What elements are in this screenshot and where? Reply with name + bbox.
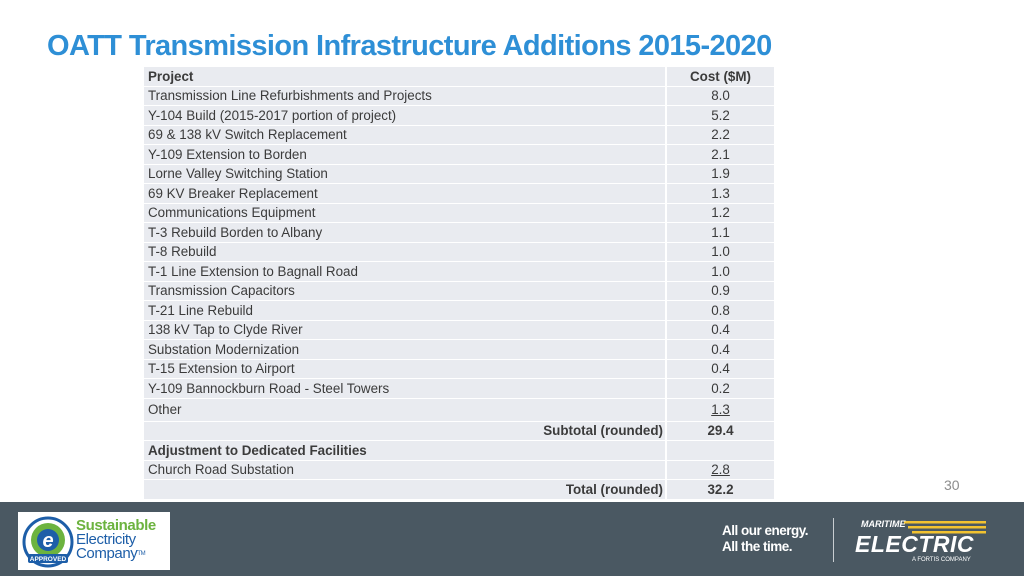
- footer-divider: [833, 518, 834, 562]
- table-row: Y-109 Bannockburn Road - Steel Towers 0.2: [144, 379, 774, 399]
- project-cell: Lorne Valley Switching Station: [144, 164, 665, 184]
- project-cell: T-3 Rebuild Borden to Albany: [144, 223, 665, 243]
- cost-cell: 1.0: [665, 242, 774, 262]
- project-cell: T-15 Extension to Airport: [144, 359, 665, 379]
- cost-cell: 1.2: [665, 203, 774, 223]
- project-cell: Y-109 Bannockburn Road - Steel Towers: [144, 379, 665, 399]
- approved-seal-icon: e APPROVED: [22, 516, 74, 568]
- table-row: 69 KV Breaker Replacement 1.3: [144, 184, 774, 204]
- cost-cell: 0.4: [665, 320, 774, 340]
- adjustment-header-row: Adjustment to Dedicated Facilities: [144, 441, 774, 461]
- project-cell: Substation Modernization: [144, 340, 665, 360]
- cost-cell: 8.0: [665, 86, 774, 106]
- table-row: T-1 Line Extension to Bagnall Road 1.0: [144, 262, 774, 282]
- project-cell: 69 KV Breaker Replacement: [144, 184, 665, 204]
- brand-sub: A FORTIS COMPANY: [912, 557, 971, 563]
- cost-cell: 1.0: [665, 262, 774, 282]
- table-row: T-15 Extension to Airport 0.4: [144, 359, 774, 379]
- cost-cell: 0.9: [665, 281, 774, 301]
- footer-bar: e APPROVED Sustainable Electricity Compa…: [0, 502, 1024, 576]
- table-row: T-21 Line Rebuild 0.8: [144, 301, 774, 321]
- project-cell: Y-109 Extension to Borden: [144, 145, 665, 165]
- table-row: T-3 Rebuild Borden to Albany 1.1: [144, 223, 774, 243]
- project-cell: Subtotal (rounded): [144, 421, 665, 441]
- project-cell: T-1 Line Extension to Bagnall Road: [144, 262, 665, 282]
- project-cell: Other: [144, 398, 665, 422]
- cost-cell: 1.9: [665, 164, 774, 184]
- tagline: All our energy. All the time.: [722, 523, 809, 554]
- project-cell: Transmission Line Refurbishments and Pro…: [144, 86, 665, 106]
- page-number: 30: [944, 477, 960, 493]
- cost-cell: 1.3: [665, 184, 774, 204]
- subtotal-row: Subtotal (rounded) 29.4: [144, 421, 774, 441]
- cost-cell: 1.1: [665, 223, 774, 243]
- table-row: 69 & 138 kV Switch Replacement 2.2: [144, 125, 774, 145]
- header-cost: Cost ($M): [665, 67, 774, 87]
- table-row: Communications Equipment 1.2: [144, 203, 774, 223]
- table-row: T-8 Rebuild 1.0: [144, 242, 774, 262]
- cost-cell: 32.2: [665, 480, 774, 500]
- table-row: Other 1.3: [144, 398, 774, 422]
- table-row: 138 kV Tap to Clyde River 0.4: [144, 320, 774, 340]
- project-cell: Church Road Substation: [144, 460, 665, 480]
- sec-wordmark: Sustainable Electricity CompanyTM: [76, 517, 156, 562]
- page-title: OATT Transmission Infrastructure Additio…: [47, 30, 772, 62]
- project-cell: 69 & 138 kV Switch Replacement: [144, 125, 665, 145]
- svg-text:e: e: [42, 530, 53, 552]
- project-cell: T-8 Rebuild: [144, 242, 665, 262]
- table-row: Substation Modernization 0.4: [144, 340, 774, 360]
- cost-cell: 1.3: [665, 398, 774, 422]
- project-cell: Y-104 Build (2015-2017 portion of projec…: [144, 106, 665, 126]
- cost-cell: 0.2: [665, 379, 774, 399]
- table-row: Y-104 Build (2015-2017 portion of projec…: [144, 106, 774, 126]
- cost-table: Project Cost ($M) Transmission Line Refu…: [144, 67, 774, 500]
- cost-cell: [665, 441, 774, 461]
- cost-cell: 2.2: [665, 125, 774, 145]
- project-cell: Transmission Capacitors: [144, 281, 665, 301]
- cost-cell: 29.4: [665, 421, 774, 441]
- cost-cell: 2.8: [665, 460, 774, 480]
- total-row: Total (rounded) 32.2: [144, 480, 774, 500]
- cost-cell: 0.4: [665, 359, 774, 379]
- cost-cell: 0.4: [665, 340, 774, 360]
- project-cell: Adjustment to Dedicated Facilities: [144, 441, 665, 461]
- brand-top: MARITIME: [861, 519, 906, 529]
- table-row: Transmission Capacitors 0.9: [144, 281, 774, 301]
- project-cell: 138 kV Tap to Clyde River: [144, 320, 665, 340]
- project-cell: Total (rounded): [144, 480, 665, 500]
- project-cell: T-21 Line Rebuild: [144, 301, 665, 321]
- table-header-row: Project Cost ($M): [144, 67, 774, 87]
- maritime-electric-logo: MARITIME ELECTRIC A FORTIS COMPANY: [855, 519, 986, 563]
- cost-cell: 2.1: [665, 145, 774, 165]
- header-project: Project: [144, 67, 665, 87]
- table-row: Transmission Line Refurbishments and Pro…: [144, 86, 774, 106]
- table-row: Y-109 Extension to Borden 2.1: [144, 145, 774, 165]
- table-row: Lorne Valley Switching Station 1.9: [144, 164, 774, 184]
- table-row: Church Road Substation 2.8: [144, 460, 774, 480]
- cost-cell: 5.2: [665, 106, 774, 126]
- brand-main: ELECTRIC: [855, 531, 974, 557]
- seal-label: APPROVED: [30, 556, 67, 563]
- cost-cell: 0.8: [665, 301, 774, 321]
- project-cell: Communications Equipment: [144, 203, 665, 223]
- sustainable-electricity-logo: e APPROVED Sustainable Electricity Compa…: [18, 512, 170, 570]
